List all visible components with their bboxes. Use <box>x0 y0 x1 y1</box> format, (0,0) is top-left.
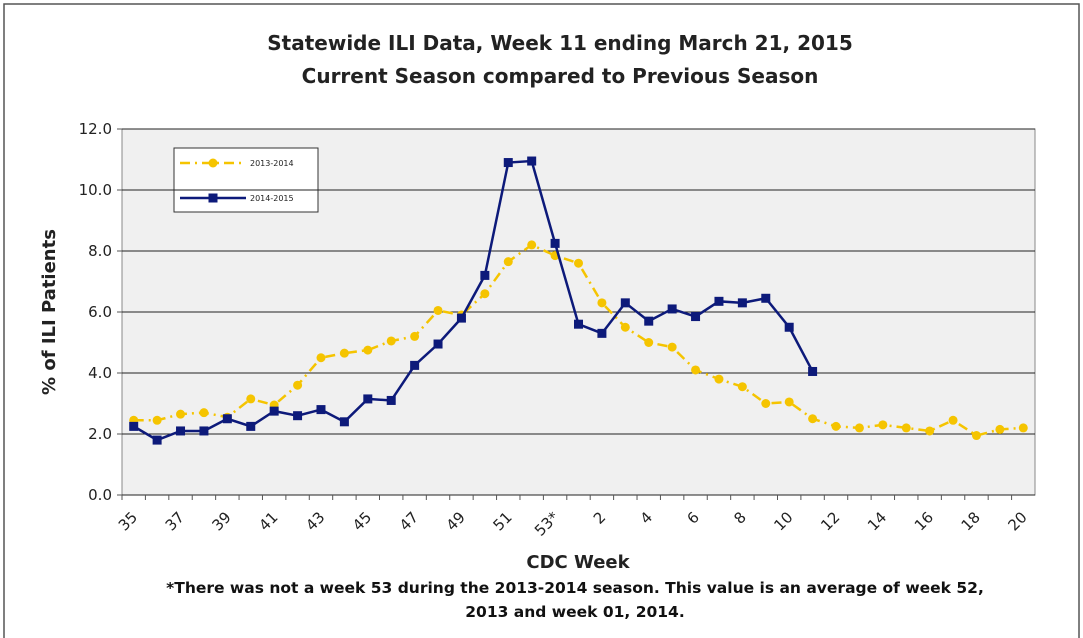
marker <box>363 394 373 404</box>
marker <box>597 298 607 308</box>
marker <box>667 304 677 314</box>
y-tick-label: 8.0 <box>88 242 112 260</box>
marker <box>152 415 162 425</box>
marker <box>129 421 139 431</box>
marker <box>737 382 747 392</box>
marker <box>925 426 935 436</box>
marker <box>386 336 396 346</box>
marker <box>620 322 630 332</box>
y-tick-label: 0.0 <box>88 486 112 504</box>
marker <box>667 342 677 352</box>
marker <box>199 426 209 436</box>
marker <box>971 431 981 441</box>
marker <box>691 312 701 322</box>
legend <box>173 147 319 213</box>
legend-marker <box>208 193 218 203</box>
marker <box>620 298 630 308</box>
marker <box>714 296 724 306</box>
marker <box>737 298 747 308</box>
marker <box>480 270 490 280</box>
marker <box>503 158 513 168</box>
legend-label: 2013-2014 <box>250 159 294 168</box>
marker <box>901 423 911 433</box>
marker <box>948 415 958 425</box>
marker <box>176 409 186 419</box>
footnote: *There was not a week 53 during the 2013… <box>166 579 984 621</box>
marker <box>410 360 420 370</box>
marker <box>761 399 771 408</box>
marker <box>339 417 349 427</box>
marker <box>152 435 162 445</box>
marker <box>363 345 373 355</box>
marker <box>222 414 232 424</box>
marker <box>269 406 279 416</box>
marker <box>433 339 443 349</box>
marker <box>784 397 794 407</box>
marker <box>995 424 1005 434</box>
marker <box>691 365 701 375</box>
marker <box>714 374 724 384</box>
y-tick-label: 6.0 <box>88 303 112 321</box>
marker <box>410 331 420 341</box>
marker <box>433 305 443 315</box>
marker <box>176 426 186 436</box>
marker <box>293 380 303 390</box>
chart-title: Statewide ILI Data, Week 11 ending March… <box>267 31 852 55</box>
marker <box>831 421 841 431</box>
marker <box>456 313 466 323</box>
marker <box>246 394 256 404</box>
legend-label: 2014-2015 <box>250 194 294 203</box>
marker <box>316 353 326 363</box>
marker <box>246 421 256 431</box>
marker <box>293 411 303 421</box>
marker <box>761 293 771 303</box>
marker <box>854 423 864 433</box>
marker <box>644 338 654 347</box>
marker <box>527 156 537 166</box>
marker <box>808 414 818 424</box>
marker <box>574 319 583 329</box>
marker <box>386 395 396 405</box>
marker <box>480 289 490 299</box>
marker <box>1018 423 1028 433</box>
marker <box>644 316 654 326</box>
marker <box>550 238 560 248</box>
marker <box>316 405 326 415</box>
y-tick-label: 4.0 <box>88 364 112 382</box>
x-axis-label: CDC Week <box>526 552 630 573</box>
marker <box>527 240 537 250</box>
marker <box>878 420 888 430</box>
marker <box>503 257 513 267</box>
y-axis-label: % of ILI Patients <box>39 229 60 395</box>
marker <box>808 366 818 376</box>
y-tick-label: 2.0 <box>88 425 112 443</box>
marker <box>784 322 794 332</box>
y-tick-label: 12.0 <box>79 120 112 138</box>
chart-subtitle: Current Season compared to Previous Seas… <box>302 64 819 88</box>
marker <box>339 348 349 358</box>
y-tick-label: 10.0 <box>79 181 112 199</box>
legend-marker <box>208 158 218 168</box>
marker <box>199 408 209 418</box>
marker <box>574 258 583 268</box>
marker <box>597 328 607 338</box>
